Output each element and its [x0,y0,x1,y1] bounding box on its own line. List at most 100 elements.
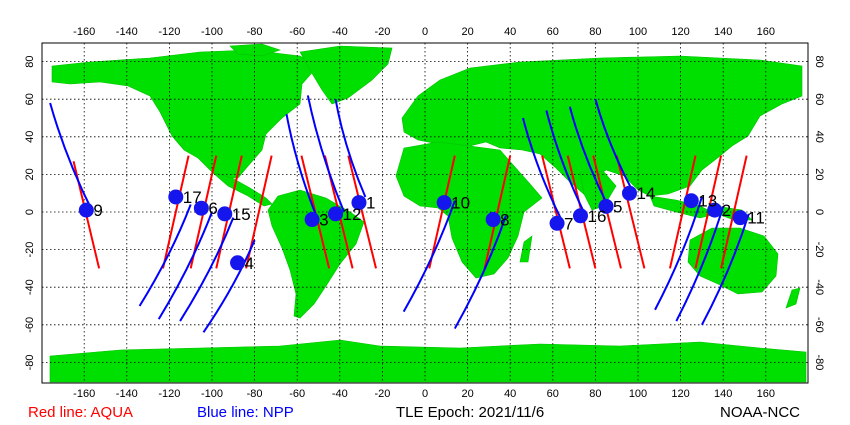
aqua-ground-tracks [72,155,748,269]
satellite-pass-number: 15 [232,205,251,224]
bottom-lon-tick-label: 140 [714,388,732,400]
right-lat-tick-label: -60 [813,317,825,333]
npp-track-line [157,211,213,320]
bottom-lon-tick-label: -100 [201,388,223,400]
npp-legend: Blue line: NPP [197,404,294,421]
satellite-pass-number: 17 [183,188,202,207]
satellite-marker [707,202,723,218]
top-lon-tick-label: 0 [422,26,428,38]
bottom-lon-tick-label: 120 [671,388,689,400]
satellite-pass-number: 16 [587,207,606,226]
new-zealand [785,287,801,309]
npp-track-line [138,204,192,307]
satellite-pass-number: 1 [366,194,375,213]
aqua-track-line [541,155,571,269]
left-lat-tick-label: -40 [24,279,36,295]
satellite-pass-number: 10 [451,194,470,213]
satellite-pass-number: 7 [564,214,573,233]
satellite-marker [549,215,565,231]
bottom-lon-tick-label: 100 [629,388,647,400]
right-lat-tick-label: -20 [813,242,825,258]
aqua-track-line [428,155,456,269]
satellite-marker [572,208,588,224]
top-lon-tick-label: 160 [757,26,775,38]
bottom-lon-tick-label: 20 [461,388,473,400]
bottom-lon-tick-label: 0 [422,388,428,400]
bottom-lon-tick-label: 80 [589,388,601,400]
bottom-lon-tick-label: 40 [504,388,516,400]
left-lat-tick-label: -60 [24,317,36,333]
npp-track-line [179,217,235,322]
satellite-pass-number: 3 [319,211,328,230]
left-lat-tick-label: 40 [24,131,36,143]
top-lon-tick-label: -20 [374,26,390,38]
bottom-lon-tick-label: -40 [332,388,348,400]
aqua-track-line [668,155,697,269]
npp-track-line [522,117,563,220]
tle-epoch-label: TLE Epoch: 2021/11/6 [396,404,545,421]
aqua-track-line [615,155,646,269]
npp-track-line [285,114,320,222]
satellite-marker [230,255,246,271]
right-lat-tick-label: -40 [813,279,825,295]
satellite-marker [193,200,209,216]
satellite-pass-number: 4 [245,254,254,273]
satellite-marker [328,206,344,222]
npp-track-line [675,206,725,322]
satellite-marker [304,212,320,228]
bottom-lon-tick-label: -120 [158,388,180,400]
top-lon-tick-label: 80 [589,26,601,38]
bottom-lon-tick-label: -80 [247,388,263,400]
graticule-grid [42,43,808,383]
satellite-pass-number: 14 [636,184,655,203]
top-lon-tick-label: -80 [247,26,263,38]
npp-track-line [402,200,456,313]
top-lon-tick-label: 140 [714,26,732,38]
satellite-pass-number: 12 [343,205,362,224]
satellite-marker [168,189,184,205]
left-lat-tick-label: 0 [24,209,36,215]
bottom-lon-tick-label: -160 [73,388,95,400]
greenland-landmass [299,45,393,105]
right-lat-tick-label: 60 [813,93,825,105]
top-lon-tick-label: 60 [547,26,559,38]
satellite-pass-number: 5 [613,197,622,216]
axis-tick-labels: -160 -160 -140 -140 -120 -120 -100 -100 -80 -80 -6… [24,26,825,400]
aqua-track-line [483,155,512,269]
satellite-pass-number: 9 [93,201,102,220]
top-lon-tick-label: 120 [671,26,689,38]
right-lat-tick-label: -80 [813,354,825,370]
satellite-marker [621,185,637,201]
aqua-track-line [720,155,748,269]
top-lon-tick-label: -160 [73,26,95,38]
left-lat-tick-label: 80 [24,55,36,67]
madagascar [519,235,533,263]
bottom-lon-tick-label: -60 [289,388,305,400]
satellite-marker [436,195,452,211]
satellite-pass-number: 11 [747,209,765,228]
antarctica-landmass [49,339,807,383]
satellite-marker [732,210,748,226]
aqua-track-line [347,155,377,269]
map-frame [41,42,809,384]
top-lon-tick-label: 40 [504,26,516,38]
satellite-pass-number: 8 [500,211,509,230]
npp-track-line [202,239,256,333]
satellite-marker [351,195,367,211]
npp-track-line [701,213,750,326]
top-lon-tick-label: 100 [629,26,647,38]
bottom-lon-tick-label: -140 [116,388,138,400]
satellite-marker [217,206,233,222]
top-lon-tick-label: -140 [116,26,138,38]
satellite-marker [683,193,699,209]
credit-label: NOAA-NCC [720,404,801,421]
npp-track-line [654,196,703,311]
satellite-marker [485,212,501,228]
left-lat-tick-label: 20 [24,168,36,180]
right-lat-tick-label: 40 [813,131,825,143]
npp-track-line [568,106,610,207]
eurasia-landmass [401,55,803,197]
npp-ground-tracks [49,95,750,333]
